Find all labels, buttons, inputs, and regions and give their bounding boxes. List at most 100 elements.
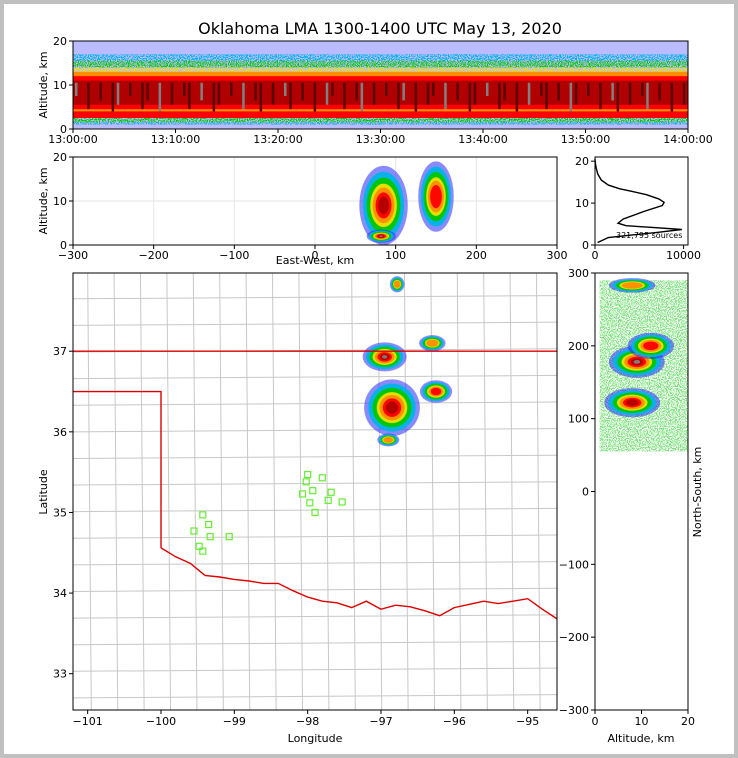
county-line (456, 273, 462, 710)
map-xtick-label: −95 (516, 715, 539, 728)
ts-streak (611, 82, 614, 101)
ew-cell-0-ring-6 (378, 196, 389, 215)
station-marker (205, 520, 213, 529)
ts-streak (284, 82, 287, 96)
state-borders (73, 350, 557, 620)
county-line (73, 428, 557, 433)
panel-altitude-vs-time: 13:00:00 13:10:00 13:20:00 13:30:00 13:40:00… (37, 35, 713, 146)
ew-ytick-label: 0 (60, 239, 67, 252)
station-marker (309, 487, 317, 495)
ts-streak (343, 82, 346, 110)
ts-lowband (73, 111, 688, 118)
county-line (139, 273, 145, 710)
hist-xticks: 0 10000 (592, 245, 701, 262)
ew-xtick-label: 200 (466, 249, 487, 262)
ns-ylabel: North-South, km (691, 447, 704, 538)
map-xticks: −101 −100 −99 −98 −97 −96 −95 (73, 710, 539, 728)
ts-streak (331, 82, 334, 96)
map-xlabel: Longitude (288, 732, 343, 745)
county-line (509, 273, 515, 710)
ts-streak (574, 82, 578, 105)
ts-streak (599, 82, 602, 110)
ew-xtick-label: −300 (58, 249, 88, 262)
ew-xtick-label: 300 (547, 249, 568, 262)
panel-plan-view: −101 −100 −99 −98 −97 −96 −95 33 34 35 36 37 Longi… (37, 272, 558, 745)
ts-xtick-label: 13:50:00 (561, 133, 610, 146)
ts-streak (146, 82, 149, 101)
station-marker (298, 490, 307, 498)
ns-xlabel: Altitude, km (607, 732, 674, 745)
ts-streak (141, 82, 144, 110)
border-panhandle (73, 390, 162, 548)
ts-xtick-label: 13:10:00 (151, 133, 200, 146)
ns-xtick-label: 20 (681, 715, 695, 728)
panel-altitude-vs-east-west: −300 −200 −100 0 100 200 300 0 10 20 East-West, … (37, 151, 568, 267)
plan-cell-3-ring-4 (426, 339, 439, 347)
county-line (73, 534, 557, 539)
ew-xtick-label: −200 (139, 249, 169, 262)
county-line (219, 273, 224, 710)
ts-xtick-label: 13:30:00 (356, 133, 405, 146)
station-marker (195, 542, 203, 550)
plan-cell-4-ring-4 (393, 280, 401, 288)
ts-streak (503, 82, 506, 101)
ts-streak (87, 82, 90, 110)
ts-ylabel: Altitude, km (37, 51, 50, 118)
county-line (73, 401, 557, 406)
ts-density (73, 41, 688, 129)
hist-xtick-label: 10000 (666, 249, 701, 262)
ts-streak (397, 82, 400, 110)
ts-streak (486, 82, 489, 96)
ew-xticks: −300 −200 −100 0 100 200 300 (58, 245, 568, 262)
ts-ytick-label: 20 (53, 35, 67, 48)
ts-streak (569, 82, 573, 114)
ts-streak (170, 82, 174, 105)
ns-density (599, 278, 688, 452)
figure-frame: Oklahoma LMA 1300-1400 UTC May 13, 2020 … (4, 4, 734, 754)
ts-xtick-label: 13:00:00 (48, 133, 97, 146)
ts-streak (468, 82, 472, 114)
ts-streak (587, 82, 590, 96)
hist-xtick-label: 0 (592, 249, 599, 262)
county-line (166, 273, 172, 710)
ts-streak (230, 82, 233, 96)
ts-band-5 (73, 80, 688, 105)
ts-streak (75, 82, 78, 96)
ns-ytick-label: 300 (568, 267, 589, 280)
map-ytick-label: 33 (53, 668, 67, 681)
ts-streak (99, 82, 102, 101)
chart-title: Oklahoma LMA 1300-1400 UTC May 13, 2020 (198, 19, 562, 38)
plan-cell-5-ring-4 (383, 436, 394, 443)
ts-yticks: 0 10 20 (53, 35, 73, 136)
ts-streak (111, 82, 115, 114)
map-ytick-label: 37 (53, 345, 67, 358)
map-xtick-label: −100 (146, 715, 176, 728)
ns-ytick-label: 200 (568, 340, 589, 353)
ts-streak (426, 82, 430, 105)
ts-xtick-label: 13:40:00 (458, 133, 507, 146)
panel-altitude-histogram: 0 10000 0 10 20 321,795 sources (575, 155, 701, 262)
station-marker (304, 470, 312, 479)
station-marker (199, 511, 207, 519)
ts-streak (183, 82, 186, 96)
county-line (87, 273, 92, 710)
ts-streak (658, 82, 661, 101)
ts-streak (515, 82, 519, 114)
ts-streak (116, 82, 120, 105)
county-line (113, 273, 119, 710)
figure-canvas: Oklahoma LMA 1300-1400 UTC May 13, 2020 … (37, 19, 713, 745)
ns-ytick-label: −100 (559, 558, 589, 571)
ew-ytick-label: 20 (53, 151, 67, 164)
map-xtick-label: −101 (73, 715, 103, 728)
county-line (192, 273, 198, 710)
county-line (377, 273, 383, 710)
ts-ytick-label: 10 (53, 79, 67, 92)
county-line (73, 561, 557, 566)
map-ylabel: Latitude (37, 469, 50, 515)
ts-streak (545, 82, 548, 110)
ns-xticks: 0 10 20 (592, 710, 695, 728)
station-marker (324, 496, 332, 504)
ts-xtick-label: 13:20:00 (253, 133, 302, 146)
map-xtick-label: −96 (443, 715, 466, 728)
county-lines (73, 273, 557, 710)
